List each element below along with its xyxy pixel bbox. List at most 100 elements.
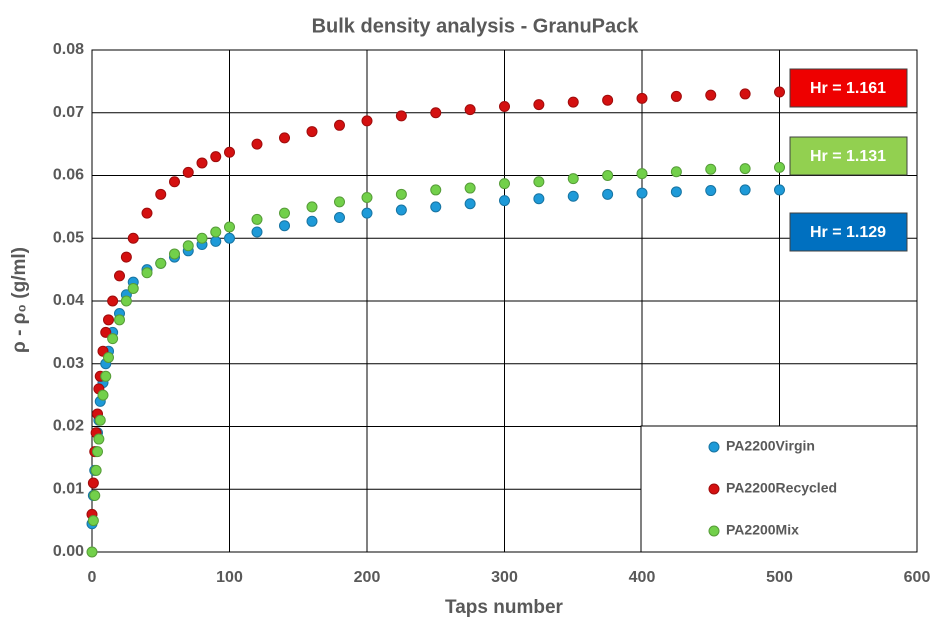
- data-point: [533, 176, 545, 188]
- data-point: [361, 191, 373, 203]
- data-point: [361, 115, 373, 127]
- data-point: [251, 226, 263, 238]
- data-point: [114, 270, 125, 282]
- data-point: [395, 188, 407, 200]
- data-point: [86, 546, 98, 558]
- data-point: [464, 104, 476, 116]
- data-point: [430, 184, 442, 196]
- data-point: [602, 188, 614, 200]
- x-axis-label: Taps number: [445, 597, 563, 618]
- data-point: [636, 187, 648, 199]
- data-point: [636, 168, 648, 180]
- x-tick-label: 100: [216, 569, 243, 586]
- data-point: [90, 464, 102, 476]
- data-point: [169, 248, 180, 260]
- data-point: [97, 389, 109, 401]
- data-point: [464, 182, 476, 194]
- data-point: [670, 186, 682, 198]
- data-point: [141, 207, 153, 219]
- x-tick-label: 0: [88, 569, 97, 586]
- x-tick-label: 500: [766, 569, 793, 586]
- data-point: [224, 221, 235, 233]
- data-point: [107, 295, 119, 307]
- y-tick-label: 0.01: [53, 480, 84, 497]
- data-point: [499, 178, 510, 190]
- data-point: [87, 477, 99, 489]
- annotation-text: Hr = 1.161: [810, 80, 886, 97]
- legend-label: PA2200Recycled: [726, 480, 837, 496]
- data-point: [127, 232, 139, 244]
- data-point: [210, 235, 222, 247]
- data-point: [103, 351, 114, 363]
- y-tick-label: 0.08: [53, 41, 84, 58]
- data-point: [464, 198, 476, 210]
- data-point: [705, 163, 717, 175]
- data-point: [499, 100, 510, 112]
- data-point: [774, 184, 785, 196]
- data-point: [670, 90, 682, 102]
- data-point: [499, 195, 510, 207]
- y-tick-label: 0.00: [53, 543, 84, 560]
- data-point: [567, 190, 579, 202]
- legend-marker: [708, 483, 720, 495]
- data-point: [120, 295, 132, 307]
- y-axis-label: ρ - ρ₀ (g/ml): [9, 247, 30, 353]
- data-point: [334, 119, 345, 131]
- data-point: [224, 146, 235, 158]
- data-point: [361, 207, 373, 219]
- data-point: [100, 326, 112, 338]
- legend-box: [640, 425, 918, 553]
- annotation-box: [789, 212, 908, 252]
- data-point: [774, 86, 785, 98]
- data-point: [251, 213, 263, 225]
- data-point: [103, 314, 114, 326]
- data-point: [533, 193, 545, 205]
- data-point: [705, 185, 717, 197]
- annotation-text: Hr = 1.131: [810, 148, 886, 165]
- data-point: [210, 226, 222, 238]
- data-point: [196, 157, 208, 169]
- legend-marker: [708, 525, 720, 537]
- data-point: [107, 333, 119, 345]
- data-point: [430, 201, 442, 213]
- annotation-text: Hr = 1.129: [810, 224, 886, 241]
- annotation-box: [789, 136, 908, 176]
- data-point: [100, 370, 112, 382]
- data-point: [567, 173, 579, 185]
- data-point: [774, 161, 785, 173]
- data-point: [430, 107, 442, 119]
- data-point: [334, 212, 345, 224]
- data-point: [93, 433, 105, 445]
- data-point: [395, 204, 407, 216]
- data-point: [670, 166, 682, 178]
- data-point: [306, 215, 318, 227]
- data-point: [567, 96, 579, 108]
- data-point: [87, 515, 99, 527]
- y-tick-label: 0.04: [53, 292, 84, 309]
- data-point: [182, 240, 194, 252]
- data-point: [94, 414, 106, 426]
- data-point: [155, 188, 167, 200]
- data-point: [739, 184, 751, 196]
- data-point: [210, 151, 222, 163]
- data-point: [306, 201, 318, 213]
- data-point: [127, 282, 139, 294]
- x-tick-label: 300: [491, 569, 518, 586]
- data-point: [182, 166, 194, 178]
- data-point: [92, 446, 103, 458]
- data-point: [89, 490, 101, 502]
- data-point: [169, 176, 180, 188]
- x-tick-label: 200: [354, 569, 381, 586]
- legend-label: PA2200Virgin: [726, 438, 815, 454]
- x-tick-label: 600: [904, 569, 931, 586]
- data-point: [739, 88, 751, 100]
- data-point: [636, 92, 648, 104]
- data-point: [279, 220, 290, 232]
- data-point: [739, 163, 751, 175]
- data-point: [602, 94, 614, 106]
- chart-title: Bulk density analysis - GranuPack: [312, 15, 640, 37]
- y-tick-label: 0.06: [53, 167, 84, 184]
- x-tick-label: 400: [629, 569, 656, 586]
- data-point: [306, 126, 318, 138]
